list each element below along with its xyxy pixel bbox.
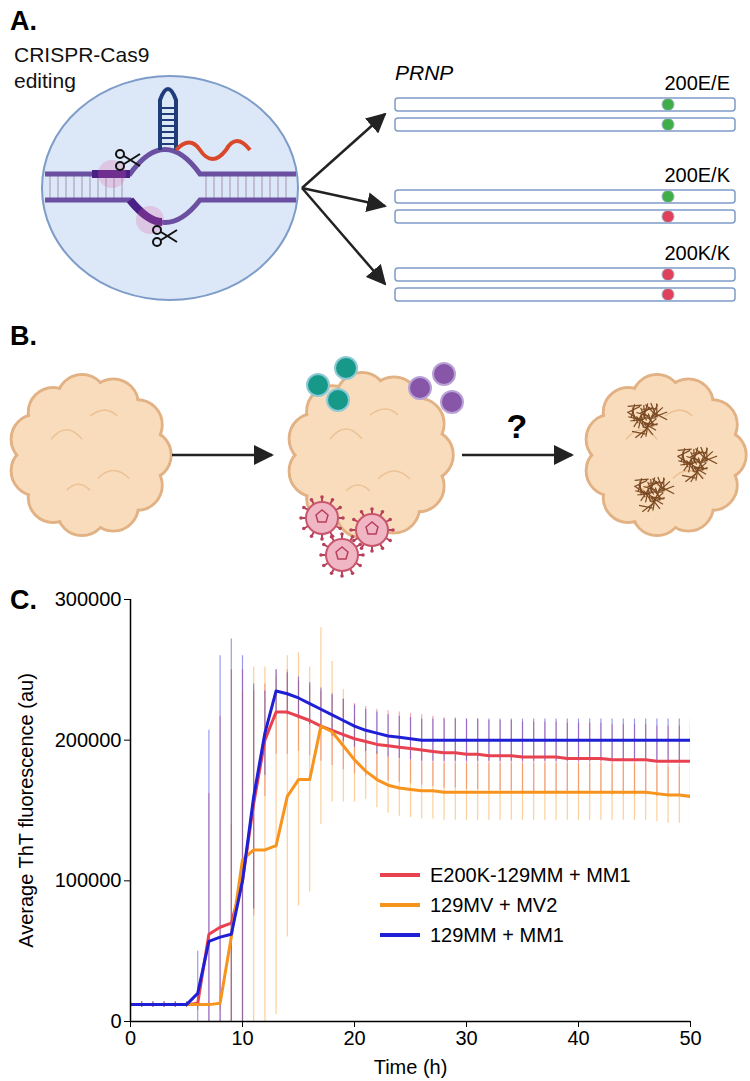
svg-text:B.: B. (10, 321, 37, 351)
svg-text:30: 30 (455, 1027, 477, 1049)
svg-text:200E/K: 200E/K (664, 164, 730, 186)
svg-text:PRNP: PRNP (395, 61, 453, 84)
svg-text:40: 40 (567, 1027, 589, 1049)
svg-text:0: 0 (125, 1027, 136, 1049)
svg-text:Average ThT fluorescence (au): Average ThT fluorescence (au) (15, 673, 37, 948)
svg-text:?: ? (507, 407, 528, 445)
svg-text:100000: 100000 (55, 869, 122, 891)
html-text:129MV + MV2: 129MV + MV2 (430, 893, 558, 916)
svg-text:50: 50 (679, 1027, 701, 1049)
svg-text:A.: A. (10, 6, 37, 36)
svg-text:300000: 300000 (55, 588, 122, 610)
html-text:E200K-129MM + MM1: E200K-129MM + MM1 (430, 863, 631, 886)
svg-text:10: 10 (231, 1027, 253, 1049)
svg-text:200E/E: 200E/E (664, 72, 730, 94)
svg-text:CRISPR-Cas9editing: CRISPR-Cas9editing (14, 43, 149, 92)
svg-text:Time (h): Time (h) (374, 1056, 448, 1078)
svg-text:0: 0 (110, 1010, 121, 1032)
svg-text:20: 20 (343, 1027, 365, 1049)
html-text:C.: C. (10, 585, 37, 615)
svg-text:200000: 200000 (55, 729, 122, 751)
html-text:129MM + MM1: 129MM + MM1 (430, 923, 564, 946)
svg-text:200K/K: 200K/K (664, 242, 730, 264)
